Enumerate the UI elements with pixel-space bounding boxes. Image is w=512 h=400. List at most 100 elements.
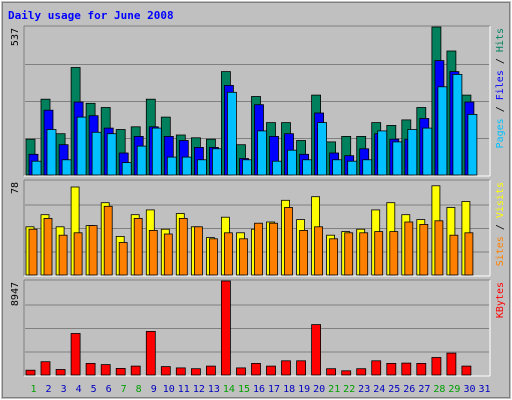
bar-sites-day-9 xyxy=(148,229,158,276)
day-label-22: 22 xyxy=(343,384,355,395)
bar-pages-day-4 xyxy=(76,116,87,176)
bar-pages-day-17 xyxy=(272,160,282,176)
day-label-19: 19 xyxy=(298,384,310,395)
bar-kbytes-day-17 xyxy=(266,365,276,376)
bar-kbytes-day-20 xyxy=(311,324,322,376)
bar-pages-day-15 xyxy=(242,159,252,176)
bar-kbytes-day-5 xyxy=(85,362,96,376)
day-label-17: 17 xyxy=(268,384,280,395)
bar-pages-day-6 xyxy=(106,133,117,176)
bar-pages-day-7 xyxy=(121,162,132,176)
bar-pages-day-22 xyxy=(347,160,358,176)
bar-pages-day-20 xyxy=(317,122,328,176)
bar-kbytes-day-13 xyxy=(205,365,216,376)
bar-pages-day-29 xyxy=(452,74,463,176)
day-label-27: 27 xyxy=(418,384,430,395)
bar-sites-day-26 xyxy=(404,221,414,276)
bar-kbytes-day-11 xyxy=(175,367,186,376)
bar-kbytes-day-9 xyxy=(145,330,156,376)
day-label-16: 16 xyxy=(253,384,265,395)
bar-kbytes-day-21 xyxy=(326,368,337,376)
bar-sites-day-27 xyxy=(419,223,429,276)
bar-kbytes-day-10 xyxy=(160,366,171,376)
bar-sites-day-28 xyxy=(434,220,444,276)
bar-pages-day-21 xyxy=(332,159,343,176)
bar-pages-day-16 xyxy=(257,130,267,176)
chart-title: Daily usage for June 2008 xyxy=(8,9,174,22)
day-label-13: 13 xyxy=(208,384,220,395)
axis-label-part: KBytes xyxy=(495,282,506,318)
bar-kbytes-day-14 xyxy=(220,280,231,376)
bar-pages-day-23 xyxy=(362,159,373,176)
bar-sites-day-16 xyxy=(254,222,263,276)
bar-kbytes-day-19 xyxy=(296,360,307,376)
bar-kbytes-day-29 xyxy=(446,352,457,376)
bar-sites-day-4 xyxy=(73,232,83,276)
bar-pages-day-24 xyxy=(377,130,388,176)
bar-sites-day-7 xyxy=(118,242,128,276)
day-label-26: 26 xyxy=(403,384,415,395)
day-label-3: 3 xyxy=(61,384,67,395)
bar-pages-day-19 xyxy=(302,159,313,176)
day-label-1: 1 xyxy=(30,384,36,395)
panel-hits-files-pages: 537 Pages / Files / Hits xyxy=(10,25,506,177)
panel-visits-sites: 78 Sites / Visits xyxy=(10,179,506,277)
axis-label: KBytes xyxy=(495,282,506,318)
bar-kbytes-day-18 xyxy=(281,360,291,376)
bar-pages-day-9 xyxy=(151,127,162,176)
bar-kbytes-day-8 xyxy=(130,365,141,376)
day-label-11: 11 xyxy=(178,384,190,395)
bar-sites-day-3 xyxy=(58,234,68,276)
bar-kbytes-day-24 xyxy=(371,360,382,376)
bar-kbytes-day-6 xyxy=(100,364,111,376)
bar-pages-day-25 xyxy=(392,141,403,176)
day-label-28: 28 xyxy=(433,384,445,395)
bar-pages-day-1 xyxy=(31,160,42,176)
bar-sites-day-29 xyxy=(449,234,459,276)
bar-sites-day-12 xyxy=(193,226,203,276)
day-label-5: 5 xyxy=(91,384,97,395)
axis-label-part: / xyxy=(495,218,506,236)
bar-pages-day-10 xyxy=(166,156,177,176)
day-label-8: 8 xyxy=(136,384,142,395)
day-label-9: 9 xyxy=(151,384,157,395)
bar-sites-day-5 xyxy=(88,225,98,276)
bar-kbytes-day-4 xyxy=(70,333,81,376)
axis-label-part: / xyxy=(495,100,506,118)
day-label-2: 2 xyxy=(45,384,51,395)
bar-kbytes-day-28 xyxy=(431,357,442,376)
day-labels: 1 2 3 4 5 6 7 8 9 10 11 12 13 14 15 16 17 18 19 20 21 22 23 24 2… xyxy=(30,384,490,395)
bar-pages-day-11 xyxy=(181,156,192,176)
y-max-label: 8947 xyxy=(10,282,21,306)
bar-kbytes-day-7 xyxy=(115,367,126,376)
bar-sites-day-21 xyxy=(329,238,339,276)
bar-kbytes-day-25 xyxy=(386,362,397,376)
axis-label-part: / xyxy=(495,52,506,70)
bar-sites-day-15 xyxy=(239,238,248,276)
bar-sites-day-19 xyxy=(299,229,309,276)
bar-pages-day-28 xyxy=(437,86,448,176)
chart-panels: 537 Pages / Files / Hits 78 Sites / Visits 8… xyxy=(10,25,506,377)
bar-pages-day-8 xyxy=(136,145,147,176)
bar-kbytes-day-3 xyxy=(55,369,66,376)
bar-sites-day-22 xyxy=(344,232,354,276)
day-label-23: 23 xyxy=(358,384,370,395)
day-label-21: 21 xyxy=(328,384,340,395)
bar-sites-day-14 xyxy=(223,232,233,276)
day-label-18: 18 xyxy=(283,384,295,395)
bar-pages-day-5 xyxy=(91,131,102,176)
axis-label: Pages / Files / Hits xyxy=(495,28,506,148)
day-label-30: 30 xyxy=(463,384,475,395)
bar-kbytes-day-1 xyxy=(25,369,36,376)
axis-label-part: Pages xyxy=(495,118,506,148)
bar-sites-day-10 xyxy=(163,233,173,276)
bar-pages-day-26 xyxy=(407,129,418,176)
bar-pages-day-13 xyxy=(211,148,222,176)
bar-sites-day-1 xyxy=(28,228,38,276)
bar-pages-day-2 xyxy=(46,129,57,176)
day-label-7: 7 xyxy=(121,384,127,395)
bar-kbytes-day-2 xyxy=(40,361,51,376)
bar-sites-day-2 xyxy=(43,217,53,276)
